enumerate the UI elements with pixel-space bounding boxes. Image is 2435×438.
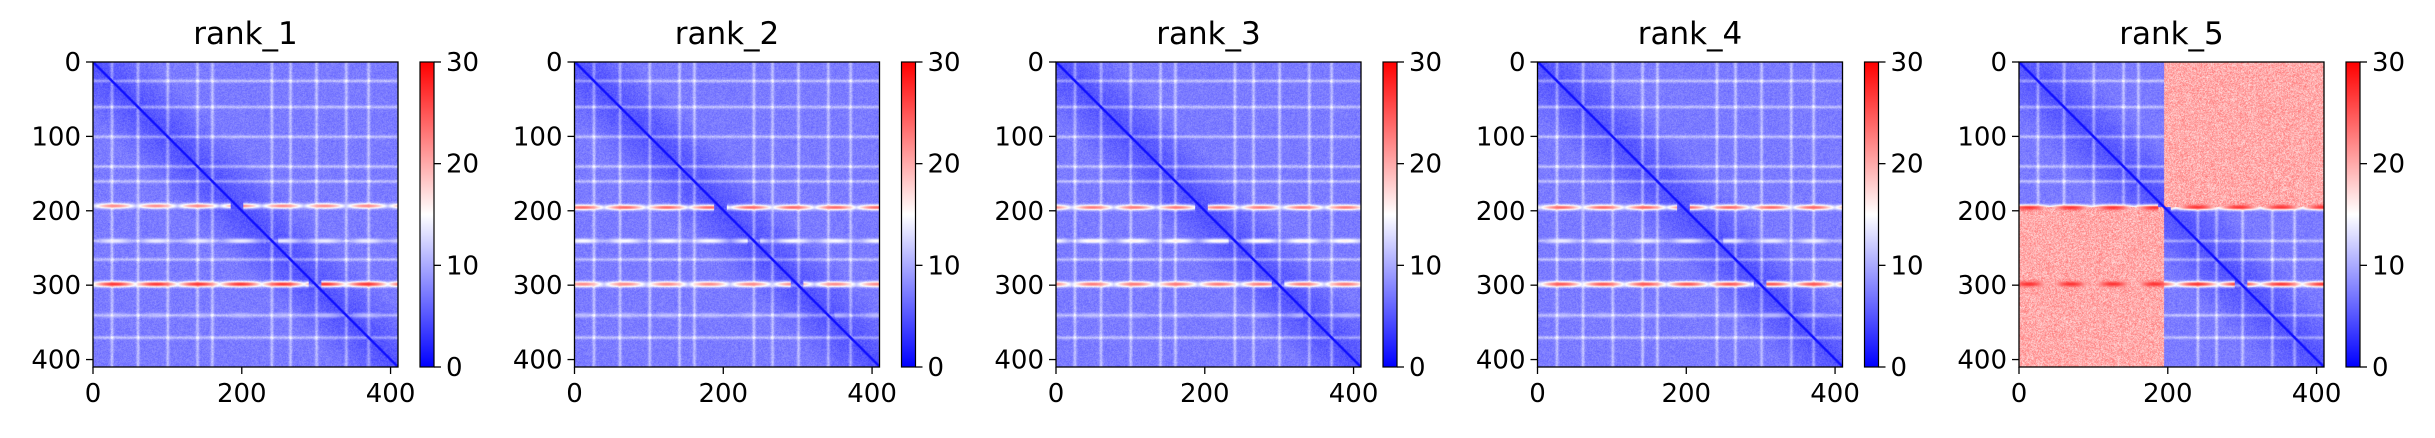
y-tick-label: 300 (1476, 271, 1526, 301)
x-tick-label: 200 (1661, 379, 1711, 409)
y-tick-label: 200 (1476, 197, 1526, 227)
x-tick-label: 400 (1810, 379, 1860, 409)
colorbar-tick-label: 0 (446, 353, 463, 383)
colorbar (419, 61, 435, 368)
x-tick-label: 200 (698, 379, 748, 409)
y-tick-label: 400 (31, 346, 81, 376)
colorbar-tick-label: 10 (1409, 251, 1442, 281)
panel-title: rank_1 (193, 16, 298, 52)
y-tick-label: 400 (513, 346, 563, 376)
y-tick-label: 300 (31, 271, 81, 301)
x-tick-label: 200 (2143, 379, 2193, 409)
colorbar (2345, 61, 2361, 368)
colorbar-tick-label: 10 (446, 251, 479, 281)
x-tick-label: 0 (566, 379, 583, 409)
colorbar-tick-label: 0 (1891, 353, 1908, 383)
y-tick-label: 0 (64, 48, 81, 78)
y-tick-label: 400 (994, 346, 1044, 376)
heatmap-image (1056, 62, 1361, 367)
heatmap-image (574, 62, 880, 367)
y-tick-label: 0 (546, 48, 563, 78)
colorbar-tick-label: 30 (1891, 48, 1924, 78)
x-tick-label: 200 (217, 379, 267, 409)
colorbar (1863, 61, 1880, 368)
x-tick-label: 0 (85, 379, 102, 409)
colorbar-tick-label: 0 (1409, 353, 1426, 383)
axes-frame (92, 61, 399, 368)
heatmap-image (93, 62, 398, 367)
x-tick-label: 400 (366, 379, 416, 409)
x-tick-label: 0 (1048, 379, 1065, 409)
y-tick-label: 200 (994, 197, 1044, 227)
x-tick-label: 200 (1180, 379, 1230, 409)
y-tick-label: 400 (1476, 346, 1526, 376)
y-tick-label: 100 (1957, 122, 2007, 152)
colorbar-tick-label: 10 (1891, 251, 1924, 281)
x-tick-label: 400 (847, 379, 897, 409)
y-tick-label: 0 (1990, 48, 2007, 78)
colorbar-tick-label: 0 (928, 353, 945, 383)
panel-title: rank_4 (1638, 16, 1743, 52)
colorbar-tick-label: 30 (2372, 48, 2405, 78)
axes-frame (1055, 61, 1362, 368)
panel-title: rank_2 (675, 16, 780, 52)
y-tick-label: 400 (1957, 346, 2007, 376)
y-tick-label: 200 (1957, 197, 2007, 227)
x-tick-label: 0 (1529, 379, 1546, 409)
heatmap-image (2019, 62, 2324, 367)
heatmap-image (1537, 62, 1843, 367)
colorbar-tick-label: 30 (1409, 48, 1442, 78)
axes-frame (2018, 61, 2325, 368)
y-tick-label: 100 (1476, 122, 1526, 152)
x-tick-label: 400 (1329, 379, 1379, 409)
y-tick-label: 0 (1027, 48, 1044, 78)
colorbar-tick-label: 20 (1409, 150, 1442, 180)
y-tick-label: 300 (994, 271, 1044, 301)
colorbar-tick-label: 20 (1891, 150, 1924, 180)
y-tick-label: 100 (994, 122, 1044, 152)
heatmap-image-holder (93, 62, 398, 367)
colorbar-tick-label: 20 (446, 150, 479, 180)
y-tick-label: 0 (1509, 48, 1526, 78)
y-tick-label: 200 (513, 197, 563, 227)
y-tick-label: 100 (31, 122, 81, 152)
colorbar-tick-label: 30 (928, 48, 961, 78)
colorbar (900, 61, 917, 368)
colorbar-tick-label: 30 (446, 48, 479, 78)
axes-frame (573, 61, 881, 368)
heatmap-image-holder (2019, 62, 2324, 367)
colorbar-tick-label: 0 (2372, 353, 2389, 383)
colorbar-tick-label: 20 (928, 150, 961, 180)
y-tick-label: 200 (31, 197, 81, 227)
panel-title: rank_3 (1156, 16, 1261, 52)
x-tick-label: 0 (2011, 379, 2028, 409)
heatmap-image-holder (1537, 62, 1843, 367)
heatmap-image-holder (574, 62, 880, 367)
x-tick-label: 400 (2292, 379, 2342, 409)
colorbar-tick-label: 10 (2372, 251, 2405, 281)
colorbar-tick-label: 10 (928, 251, 961, 281)
colorbar-tick-label: 20 (2372, 150, 2405, 180)
y-tick-label: 100 (513, 122, 563, 152)
y-tick-label: 300 (513, 271, 563, 301)
heatmap-image-holder (1056, 62, 1361, 367)
colorbar (1382, 61, 1398, 368)
y-tick-label: 300 (1957, 271, 2007, 301)
panel-title: rank_5 (2119, 16, 2224, 52)
axes-frame (1536, 61, 1844, 368)
